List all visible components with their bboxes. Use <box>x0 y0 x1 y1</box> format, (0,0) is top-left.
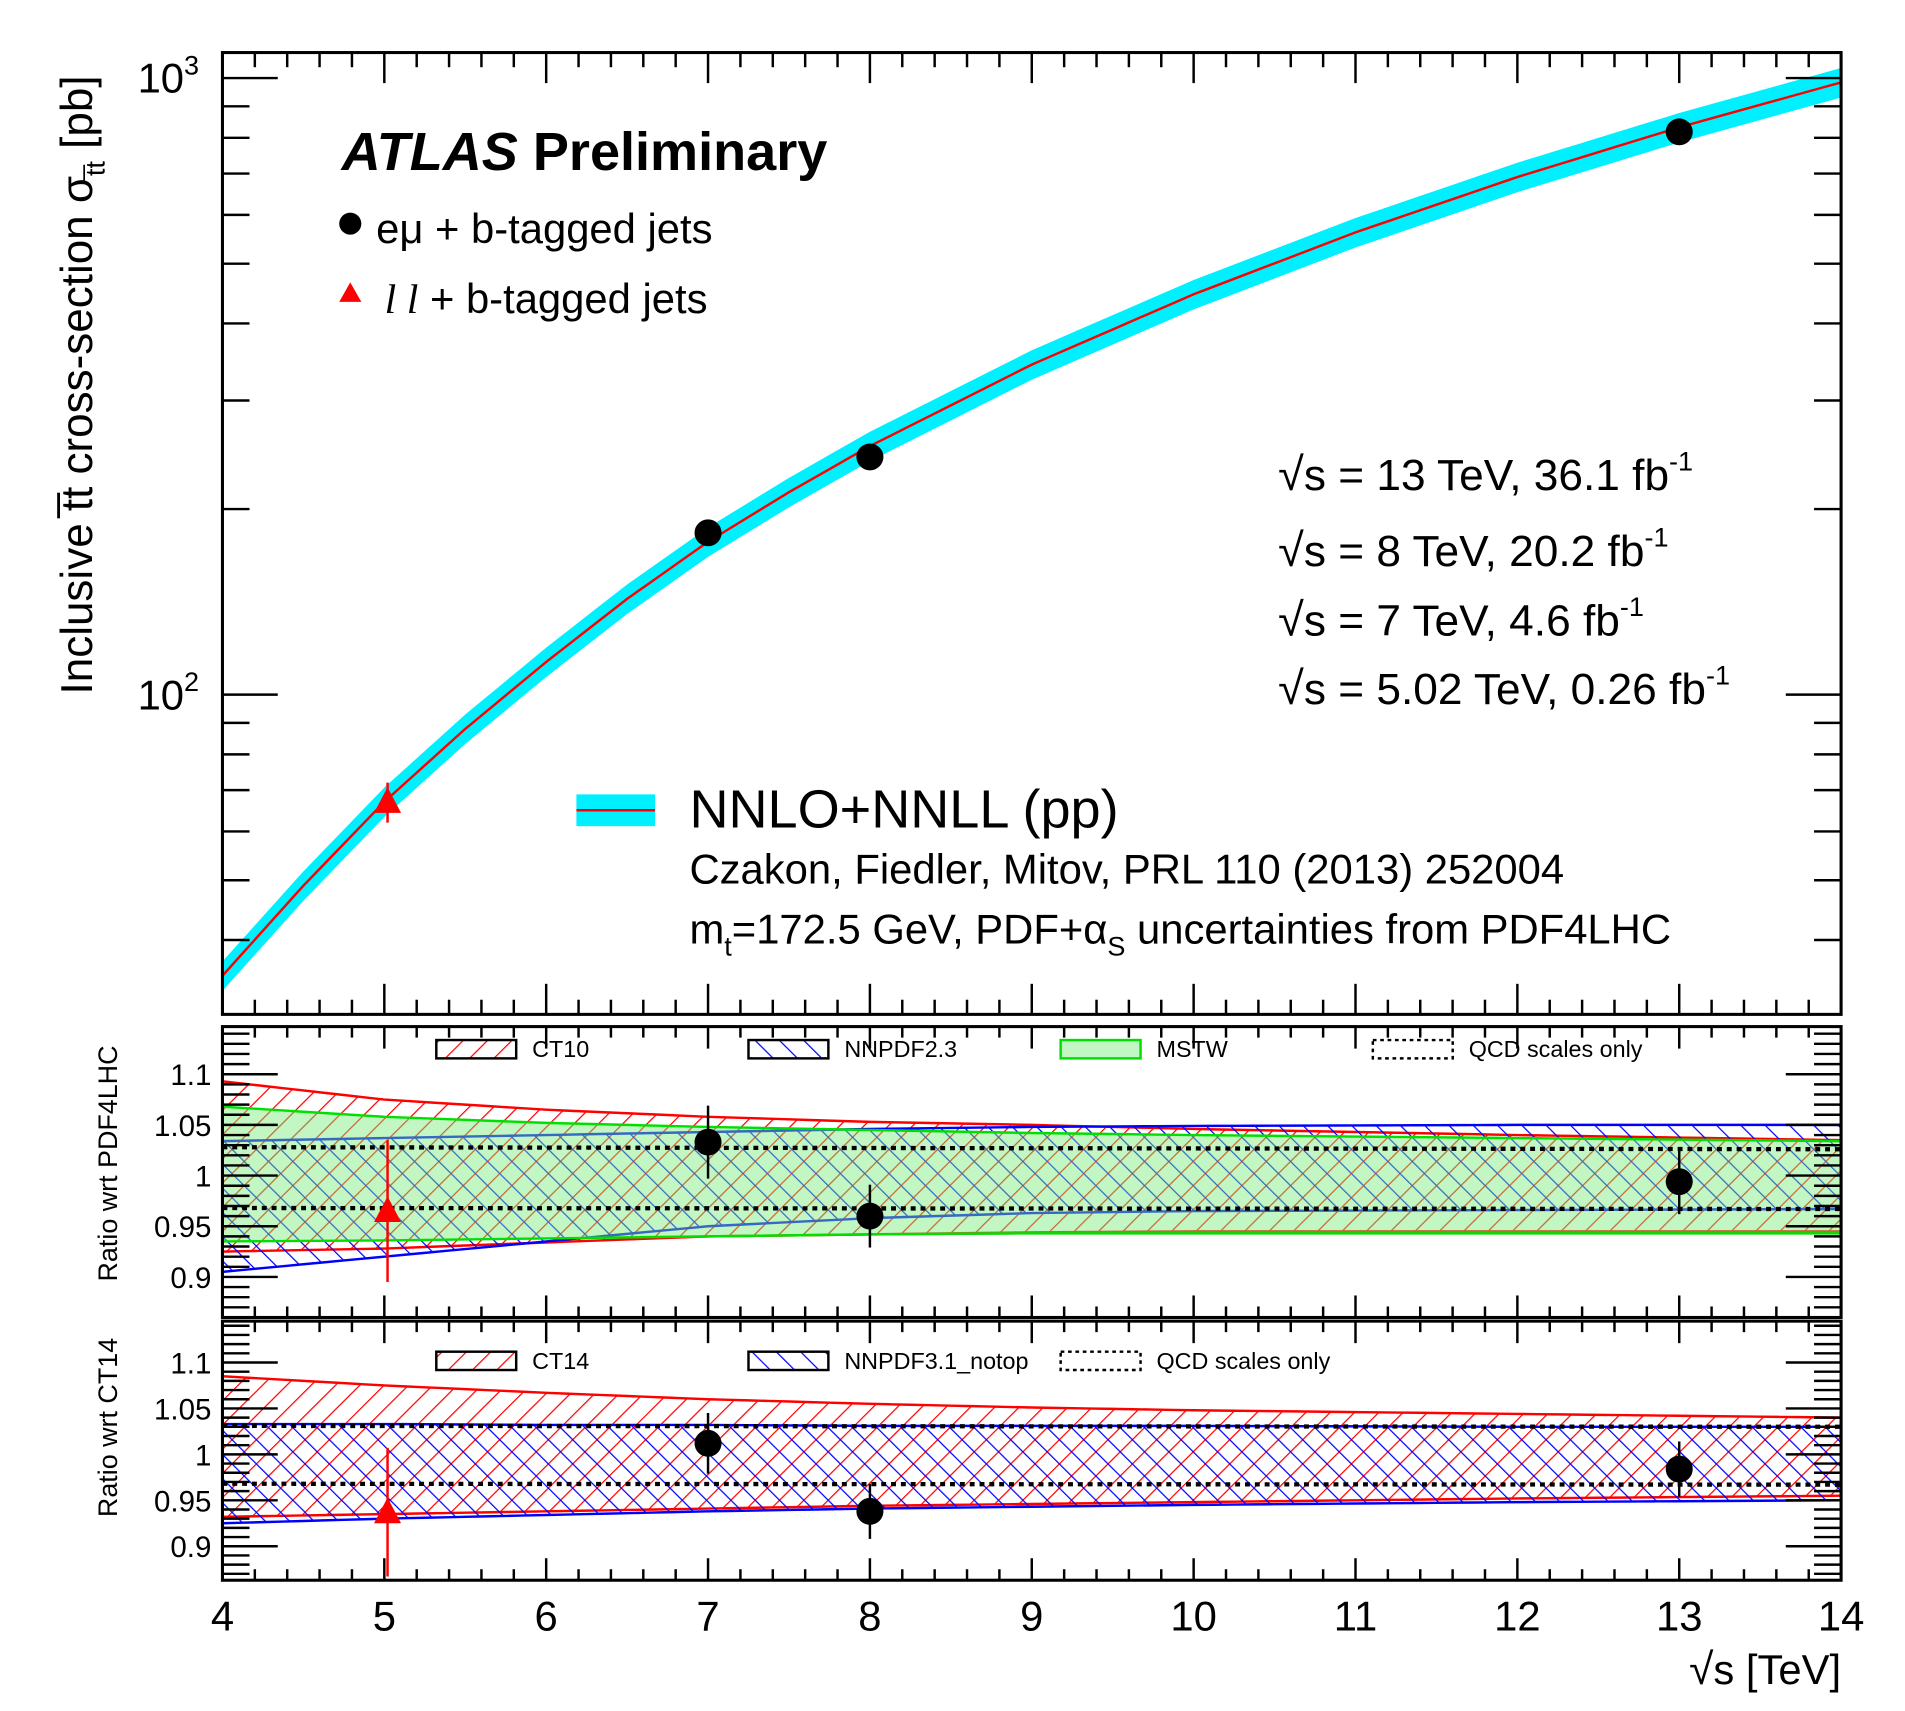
theory-legend-label: NNLO+NNLL (pp) <box>689 780 1118 840</box>
x-tick-label: 5 <box>373 1592 396 1639</box>
legend-swatch <box>1059 1350 1142 1372</box>
y-tick-label: 102 <box>138 667 200 718</box>
energy-label-13: √s = 13 TeV, 36.1 fb-1 <box>1278 447 1693 500</box>
legend-swatch <box>1059 1038 1142 1060</box>
data-point-circle <box>1665 1455 1693 1483</box>
y-tick-label: 1.1 <box>170 1059 211 1092</box>
x-tick-label: 9 <box>1020 1592 1043 1639</box>
y-tick-label: 1.1 <box>170 1348 211 1381</box>
x-tick-label: 13 <box>1656 1592 1702 1639</box>
legend-label: CT14 <box>532 1348 589 1374</box>
data-point-circle <box>694 1429 722 1457</box>
band-qcd-scales-only-upper <box>222 1423 1842 1429</box>
y-tick-label: 1 <box>195 1161 211 1194</box>
legend-label: NNPDF2.3 <box>844 1036 957 1062</box>
band-qcd-scales-only-lower <box>222 1205 1842 1212</box>
plot-area <box>222 1080 1842 1282</box>
band-mstw-lower-edge <box>222 1232 1842 1243</box>
ratio1-y-axis-label: Ratio wrt PDF4LHC <box>93 1045 123 1281</box>
x-tick-label: 10 <box>1170 1592 1216 1639</box>
legend-label: CT10 <box>532 1036 589 1062</box>
main-panel: 102 103 <box>138 50 1843 1016</box>
plot-area <box>222 68 1842 991</box>
x-tick-label: 11 <box>1334 1592 1377 1639</box>
legend-label: QCD scales only <box>1469 1036 1643 1062</box>
theory-parameters: mt=172.5 GeV, PDF+αS uncertainties from … <box>689 906 1671 962</box>
band-qcd-scales-only-upper <box>222 1145 1842 1152</box>
atlas-label: ATLAS Preliminary <box>340 122 828 182</box>
y-tick-label: 0.95 <box>154 1211 211 1244</box>
legend-swatch <box>747 1350 830 1372</box>
x-tick-label: 7 <box>696 1592 719 1639</box>
ratio-panel-ct14: 0.9 0.95 1 1.05 1.1 CT14 NNPDF3.1_notop QCD sca… <box>154 1319 1864 1639</box>
legend-label-emu: eμ + b-tagged jets <box>376 205 712 252</box>
y-tick-label: 103 <box>138 50 200 101</box>
y-tick-label: 1.05 <box>154 1393 211 1426</box>
x-tick-label: 4 <box>211 1592 234 1639</box>
y-tick-label: 1 <box>195 1439 211 1472</box>
y-tick-label: 0.9 <box>170 1531 211 1564</box>
main-y-axis-label: Inclusive t̅t cross-section σt̅t [pb] <box>53 75 110 694</box>
x-tick-label: 8 <box>858 1592 881 1639</box>
data-point-circle <box>694 1128 722 1156</box>
theory-citation: Czakon, Fiedler, Mitov, PRL 110 (2013) 2… <box>689 846 1564 893</box>
legend-marker-circle <box>339 212 362 235</box>
theory-central-line <box>222 81 1842 977</box>
x-tick-label: 6 <box>535 1592 558 1639</box>
energy-label-8: √s = 8 TeV, 20.2 fb-1 <box>1278 522 1668 575</box>
x-axis-label: √s [TeV] <box>1689 1645 1841 1694</box>
band-mstw-upper-edge <box>222 1105 1842 1143</box>
y-tick-label: 1.05 <box>154 1110 211 1143</box>
energy-label-5: √s = 5.02 TeV, 0.26 fb-1 <box>1278 660 1730 713</box>
data-point-circle <box>856 1202 884 1230</box>
legend-label: MSTW <box>1157 1036 1228 1062</box>
plot-area <box>222 1375 1842 1577</box>
band-nnpdf3-1-notop-lower-edge <box>222 1499 1842 1525</box>
legend-label: NNPDF3.1_notop <box>844 1348 1028 1374</box>
legend-swatch <box>1371 1038 1454 1060</box>
y-tick-label: 0.9 <box>170 1262 211 1295</box>
legend-swatch <box>747 1038 830 1060</box>
ratio-panel-pdf4lhc: 0.9 0.95 1 1.05 1.1 CT10 NNPDF2.3 MSTW QCD scale… <box>154 1025 1843 1319</box>
data-point-circle <box>1665 1168 1693 1196</box>
data-point-circle <box>856 443 884 471</box>
band-nnpdf3-1-notop-fill <box>222 1424 1842 1524</box>
data-point-circle <box>694 519 722 547</box>
band-ct14-upper-edge <box>222 1375 1842 1419</box>
band-qcd-scales-only-lower <box>222 1481 1842 1487</box>
x-tick-label: 12 <box>1494 1592 1540 1639</box>
band-nnpdf2-3-fill <box>222 1124 1842 1272</box>
data-point-triangle <box>374 1196 402 1223</box>
x-tick-label: 14 <box>1818 1592 1864 1639</box>
legend-label-ll: l l + b-tagged jets <box>385 275 708 323</box>
ratio2-y-axis-label: Ratio wrt CT14 <box>93 1338 123 1517</box>
data-point-triangle <box>374 1497 402 1524</box>
legend-marker-triangle <box>339 282 362 302</box>
legend-label: QCD scales only <box>1157 1348 1331 1374</box>
energy-labels: √s = 13 TeV, 36.1 fb-1 √s = 8 TeV, 20.2 … <box>1278 447 1730 714</box>
band-nnpdf2-3-upper-edge <box>222 1123 1842 1143</box>
legend-swatch <box>435 1038 518 1060</box>
energy-label-7: √s = 7 TeV, 4.6 fb-1 <box>1278 592 1644 645</box>
legend-swatch <box>435 1350 518 1372</box>
data-point-circle <box>856 1497 884 1525</box>
data-point-triangle <box>374 787 402 813</box>
y-tick-label: 0.95 <box>154 1485 211 1518</box>
data-point-circle <box>1665 118 1693 146</box>
